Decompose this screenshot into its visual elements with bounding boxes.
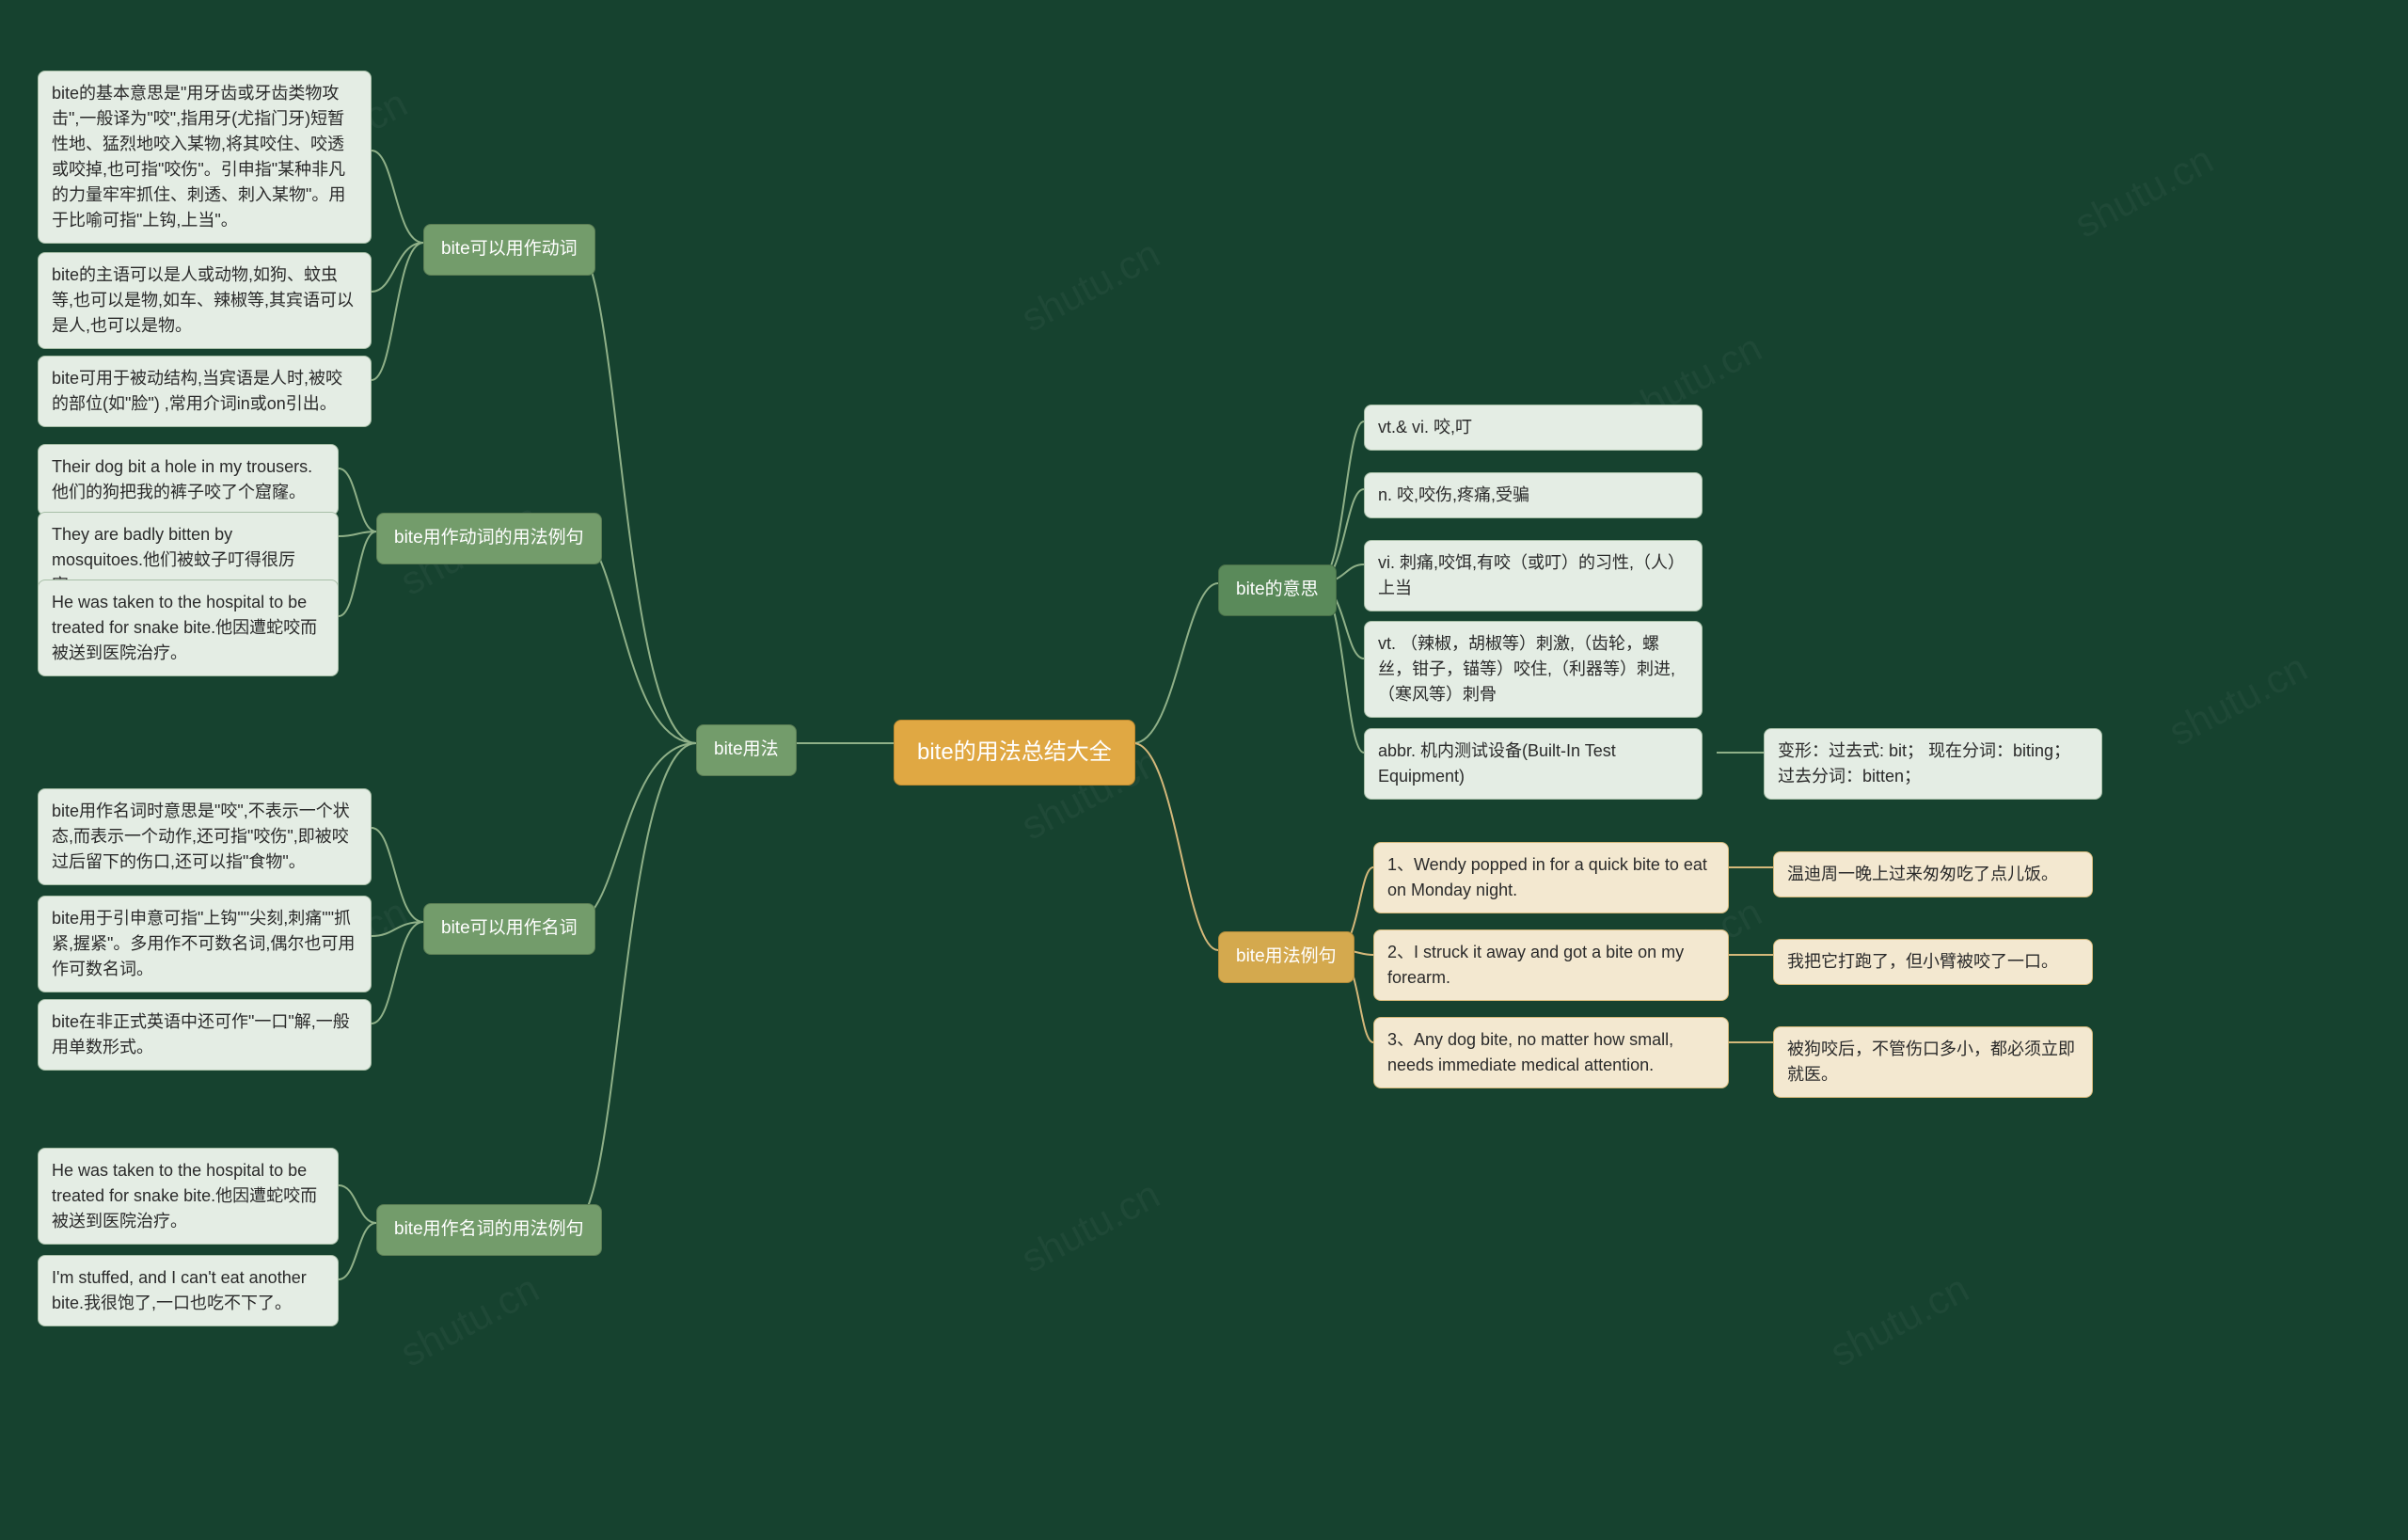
usage-noun-ex-item: I'm stuffed, and I can't eat another bit… xyxy=(38,1255,339,1326)
usage-verb-item: bite的基本意思是"用牙齿或牙齿类物攻击",一般译为"咬",指用牙(尤指门牙)… xyxy=(38,71,372,244)
example-zh: 被狗咬后，不管伤口多小，都必须立即就医。 xyxy=(1773,1026,2093,1098)
meaning-item: abbr. 机内测试设备(Built-In Test Equipment) xyxy=(1364,728,1703,800)
usage-node[interactable]: bite用法 xyxy=(696,724,797,776)
meaning-item: vt. （辣椒，胡椒等）刺激,（齿轮，螺丝，钳子，锚等）咬住,（利器等）刺进,（… xyxy=(1364,621,1703,718)
watermark: shutu.cn xyxy=(393,1266,547,1376)
usage-noun-ex-item: He was taken to the hospital to be treat… xyxy=(38,1148,339,1245)
watermark: shutu.cn xyxy=(1014,231,1167,341)
example-en: 2、I struck it away and got a bite on my … xyxy=(1373,929,1729,1001)
watermark: shutu.cn xyxy=(1823,1266,1976,1376)
meaning-item: vt.& vi. 咬,叮 xyxy=(1364,405,1703,451)
usage-noun-node[interactable]: bite可以用作名词 xyxy=(423,903,595,955)
root-node[interactable]: bite的用法总结大全 xyxy=(894,720,1135,786)
usage-verb-ex-item: Their dog bit a hole in my trousers.他们的狗… xyxy=(38,444,339,516)
examples-node[interactable]: bite用法例句 xyxy=(1218,931,1354,983)
watermark: shutu.cn xyxy=(2067,137,2221,247)
usage-verb-item: bite可用于被动结构,当宾语是人时,被咬的部位(如"脸") ,常用介词in或o… xyxy=(38,356,372,427)
usage-noun-item: bite在非正式英语中还可作"一口"解,一般用单数形式。 xyxy=(38,999,372,1071)
usage-verb-ex-item: He was taken to the hospital to be treat… xyxy=(38,579,339,676)
usage-noun-item: bite用作名词时意思是"咬",不表示一个状态,而表示一个动作,还可指"咬伤",… xyxy=(38,788,372,885)
example-zh: 我把它打跑了，但小臂被咬了一口。 xyxy=(1773,939,2093,985)
usage-noun-item: bite用于引申意可指"上钩""尖刻,刺痛""抓紧,握紧"。多用作不可数名词,偶… xyxy=(38,896,372,992)
example-zh: 温迪周一晚上过来匆匆吃了点儿饭。 xyxy=(1773,851,2093,897)
meaning-forms: 变形：过去式: bit； 现在分词：biting； 过去分词：bitten； xyxy=(1764,728,2102,800)
meaning-item: vi. 刺痛,咬饵,有咬（或叮）的习性,（人）上当 xyxy=(1364,540,1703,611)
usage-noun-ex-node[interactable]: bite用作名词的用法例句 xyxy=(376,1204,602,1256)
usage-verb-node[interactable]: bite可以用作动词 xyxy=(423,224,595,276)
meaning-node[interactable]: bite的意思 xyxy=(1218,564,1337,616)
example-en: 3、Any dog bite, no matter how small, nee… xyxy=(1373,1017,1729,1088)
example-en: 1、Wendy popped in for a quick bite to ea… xyxy=(1373,842,1729,913)
watermark: shutu.cn xyxy=(1014,1172,1167,1282)
usage-verb-ex-node[interactable]: bite用作动词的用法例句 xyxy=(376,513,602,564)
usage-verb-item: bite的主语可以是人或动物,如狗、蚊虫等,也可以是物,如车、辣椒等,其宾语可以… xyxy=(38,252,372,349)
watermark: shutu.cn xyxy=(2162,645,2315,755)
meaning-item: n. 咬,咬伤,疼痛,受骗 xyxy=(1364,472,1703,518)
